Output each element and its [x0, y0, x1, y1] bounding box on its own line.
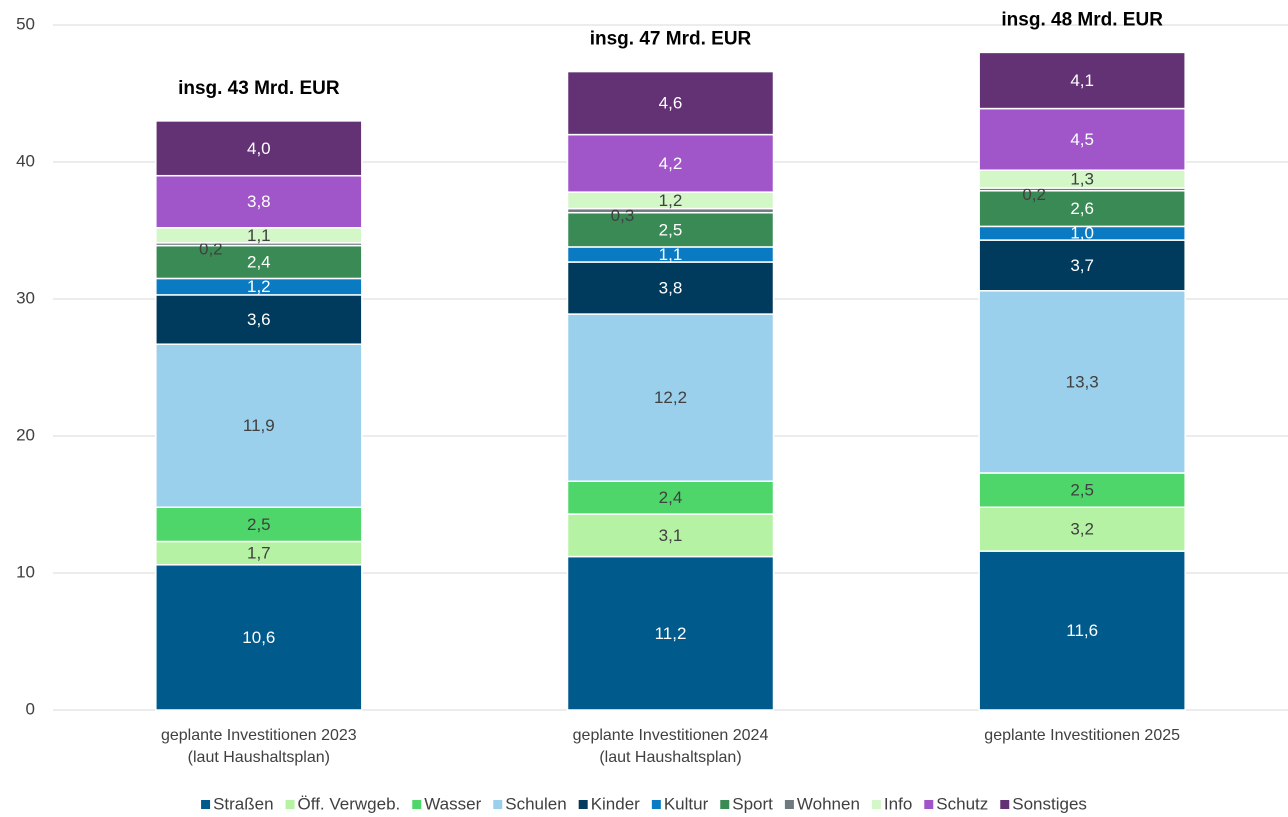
- legend-label: Sport: [732, 794, 773, 813]
- bar-segment: [978, 550, 1186, 711]
- legend-label: Sonstiges: [1012, 794, 1087, 813]
- bar-segment: [978, 107, 1186, 171]
- bar-segment: [155, 294, 363, 345]
- data-label: 1,1: [247, 226, 271, 245]
- data-label: 4,6: [659, 94, 683, 113]
- y-tick-label: 40: [16, 151, 35, 170]
- bar-segment: [978, 190, 1186, 228]
- bar-segment: [566, 70, 775, 136]
- legend: Straßen Öff. Verwgeb. Wasser Schulen Kinder K…: [201, 794, 1087, 813]
- data-label: 3,8: [659, 279, 683, 298]
- legend-label: Schulen: [505, 794, 566, 813]
- bar-segment: [155, 506, 363, 543]
- legend-swatch: [285, 800, 295, 809]
- legend-label: Info: [884, 794, 912, 813]
- data-label: 2,5: [1070, 481, 1094, 500]
- x-tick-label-line: geplante Investitionen 2023: [161, 727, 357, 744]
- legend-swatch: [924, 800, 934, 809]
- bar-segment: [566, 513, 775, 558]
- x-tick-label-line: (laut Haushaltsplan): [599, 749, 741, 766]
- total-annotation: insg. 48 Mrd. EUR: [1001, 9, 1163, 30]
- data-label: 3,2: [1070, 520, 1094, 539]
- legend-swatch: [412, 800, 422, 809]
- total-annotation: insg. 43 Mrd. EUR: [178, 78, 340, 99]
- data-label: 3,6: [247, 310, 271, 329]
- total-annotation: insg. 47 Mrd. EUR: [590, 29, 752, 50]
- bar-segment: [566, 133, 775, 193]
- legend-label: Kultur: [664, 794, 709, 813]
- legend-swatch: [201, 800, 211, 809]
- legend-swatch: [871, 800, 881, 809]
- bar-segment: [155, 343, 363, 508]
- bar-segment: [566, 555, 775, 711]
- data-label: 3,8: [247, 192, 271, 211]
- data-label: 2,5: [247, 515, 271, 534]
- bar-segment: [978, 472, 1186, 508]
- y-tick-label: 20: [16, 425, 35, 444]
- data-label: 1,3: [1070, 170, 1094, 189]
- data-label: 3,1: [659, 526, 683, 545]
- legend-label: Wohnen: [797, 794, 860, 813]
- legend-swatch: [493, 800, 503, 809]
- data-label: 1,0: [1070, 224, 1094, 243]
- bar-segment: [155, 174, 363, 229]
- x-tick-label: geplante Investitionen 2024 (laut Haushal…: [573, 727, 769, 766]
- bar-segment: [566, 313, 775, 482]
- data-label: 2,4: [247, 252, 271, 271]
- bar-segment: [566, 261, 775, 315]
- legend-swatch: [578, 800, 588, 809]
- data-label: 4,0: [247, 139, 271, 158]
- data-label: 0,2: [199, 240, 223, 259]
- legend-label: Öff. Verwgeb.: [298, 794, 401, 813]
- bar-segment: [155, 564, 363, 711]
- y-tick-label: 50: [16, 14, 35, 33]
- legend-swatch: [1000, 800, 1010, 809]
- data-label: 1,1: [659, 245, 683, 264]
- data-label: 3,7: [1070, 256, 1094, 275]
- data-label: 1,7: [247, 544, 271, 563]
- bar-segment: [155, 244, 363, 280]
- data-label: 0,3: [611, 206, 635, 225]
- y-tick-label: 0: [26, 699, 35, 718]
- legend-label: Schutz: [936, 794, 988, 813]
- x-tick-label: geplante Investitionen 2023 (laut Haushal…: [161, 727, 357, 766]
- data-label: 1,2: [659, 191, 683, 210]
- x-tick-label: geplante Investitionen 2025: [984, 727, 1180, 744]
- data-label: 2,5: [659, 220, 683, 239]
- data-label: 12,2: [654, 388, 687, 407]
- legend-swatch: [784, 800, 794, 809]
- data-label: 13,3: [1066, 372, 1099, 391]
- data-label: 4,2: [659, 154, 683, 173]
- legend-swatch: [720, 800, 730, 809]
- bar-segment: [978, 51, 1186, 110]
- x-tick-label-line: (laut Haushaltsplan): [188, 749, 330, 766]
- data-label: 11,9: [243, 416, 275, 435]
- bar-segment: [155, 120, 363, 177]
- data-label: 2,6: [1070, 199, 1094, 218]
- bar-segment: [978, 506, 1186, 552]
- legend-label: Straßen: [213, 794, 273, 813]
- legend-label: Wasser: [424, 794, 481, 813]
- bar-segment: [978, 239, 1186, 292]
- y-tick-label: 10: [16, 562, 35, 581]
- data-label: 4,1: [1070, 71, 1094, 90]
- data-label: 4,5: [1070, 130, 1094, 149]
- legend-swatch: [651, 800, 661, 809]
- x-tick-label-line: geplante Investitionen 2024: [573, 727, 769, 744]
- data-label: 1,2: [247, 277, 271, 296]
- data-label: 0,2: [1022, 185, 1046, 204]
- data-label: 11,6: [1066, 621, 1098, 640]
- legend-label: Kinder: [591, 794, 640, 813]
- data-label: 11,2: [655, 624, 687, 643]
- y-tick-label: 30: [16, 288, 35, 307]
- data-label: 10,6: [242, 628, 275, 647]
- data-label: 2,4: [659, 488, 683, 507]
- bar-segment: [566, 211, 775, 248]
